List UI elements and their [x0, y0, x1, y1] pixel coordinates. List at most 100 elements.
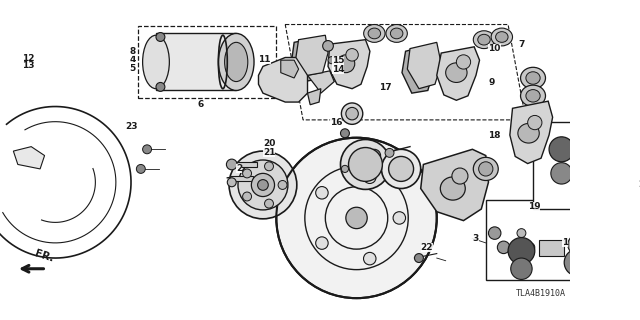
- Text: 4: 4: [129, 55, 136, 64]
- Ellipse shape: [136, 164, 145, 173]
- Ellipse shape: [340, 140, 390, 189]
- Ellipse shape: [346, 207, 367, 228]
- Ellipse shape: [452, 168, 468, 184]
- Ellipse shape: [518, 124, 540, 143]
- Ellipse shape: [385, 148, 394, 157]
- Text: 6: 6: [197, 100, 204, 109]
- Ellipse shape: [316, 187, 328, 199]
- Ellipse shape: [526, 90, 540, 102]
- Ellipse shape: [381, 149, 420, 188]
- Ellipse shape: [388, 156, 413, 181]
- Ellipse shape: [491, 28, 513, 46]
- Ellipse shape: [337, 55, 355, 73]
- Polygon shape: [307, 89, 321, 105]
- Polygon shape: [296, 35, 328, 75]
- Text: 20: 20: [263, 140, 275, 148]
- Ellipse shape: [346, 49, 358, 61]
- Text: TLA4B1910A: TLA4B1910A: [516, 289, 566, 298]
- Ellipse shape: [243, 192, 252, 201]
- Ellipse shape: [386, 25, 407, 42]
- Ellipse shape: [243, 169, 252, 178]
- Ellipse shape: [526, 243, 535, 252]
- Text: 22: 22: [420, 243, 433, 252]
- Ellipse shape: [264, 162, 273, 171]
- Ellipse shape: [364, 171, 376, 183]
- Ellipse shape: [497, 241, 510, 253]
- Bar: [138, 26, 276, 98]
- Ellipse shape: [564, 249, 591, 276]
- Polygon shape: [402, 45, 434, 93]
- Polygon shape: [510, 101, 552, 164]
- Ellipse shape: [341, 165, 349, 172]
- Polygon shape: [259, 58, 307, 102]
- Polygon shape: [407, 42, 441, 89]
- Ellipse shape: [323, 41, 333, 51]
- Polygon shape: [291, 38, 319, 83]
- Ellipse shape: [526, 72, 540, 84]
- Ellipse shape: [456, 55, 470, 69]
- Ellipse shape: [238, 160, 288, 210]
- Ellipse shape: [517, 228, 526, 237]
- Text: 17: 17: [379, 83, 392, 92]
- Ellipse shape: [390, 28, 403, 39]
- Ellipse shape: [474, 31, 495, 49]
- Ellipse shape: [551, 163, 572, 184]
- Text: 9: 9: [488, 78, 495, 87]
- Ellipse shape: [568, 235, 588, 254]
- Bar: [486, 200, 615, 280]
- Ellipse shape: [488, 227, 501, 239]
- Ellipse shape: [349, 148, 382, 181]
- Ellipse shape: [227, 159, 237, 170]
- Ellipse shape: [368, 149, 381, 162]
- Text: 18: 18: [488, 131, 501, 140]
- Text: 1: 1: [561, 237, 568, 246]
- Bar: [577, 136, 597, 149]
- Text: 15: 15: [332, 56, 344, 65]
- Ellipse shape: [225, 42, 248, 82]
- Ellipse shape: [156, 33, 165, 42]
- Ellipse shape: [252, 173, 275, 196]
- Ellipse shape: [440, 177, 465, 200]
- Ellipse shape: [218, 33, 254, 91]
- Ellipse shape: [227, 178, 236, 187]
- Ellipse shape: [276, 138, 436, 298]
- Text: 10: 10: [488, 44, 501, 53]
- Text: 7: 7: [519, 40, 525, 49]
- Text: 11: 11: [259, 55, 271, 64]
- Bar: [156, 33, 236, 91]
- Ellipse shape: [520, 67, 545, 89]
- Ellipse shape: [278, 180, 287, 189]
- Text: 16: 16: [330, 118, 342, 127]
- Text: 21: 21: [263, 148, 275, 157]
- Ellipse shape: [511, 258, 532, 279]
- Ellipse shape: [591, 163, 612, 184]
- Text: 19: 19: [527, 202, 540, 211]
- Bar: [533, 122, 638, 209]
- Ellipse shape: [143, 145, 152, 154]
- Ellipse shape: [316, 237, 328, 249]
- Ellipse shape: [549, 137, 574, 162]
- Ellipse shape: [474, 157, 499, 180]
- Ellipse shape: [341, 103, 363, 124]
- Ellipse shape: [229, 151, 297, 219]
- Ellipse shape: [143, 35, 170, 89]
- Ellipse shape: [364, 252, 376, 265]
- Polygon shape: [328, 40, 370, 89]
- Ellipse shape: [527, 116, 542, 130]
- Ellipse shape: [479, 162, 493, 176]
- Text: 23: 23: [125, 122, 138, 131]
- Text: 8: 8: [129, 47, 136, 56]
- Ellipse shape: [368, 28, 381, 39]
- Text: 3: 3: [472, 234, 479, 243]
- Ellipse shape: [520, 85, 545, 107]
- Bar: [230, 176, 253, 180]
- Ellipse shape: [508, 237, 535, 264]
- Ellipse shape: [415, 253, 424, 262]
- Text: 5: 5: [129, 64, 136, 73]
- Ellipse shape: [340, 129, 349, 138]
- Ellipse shape: [264, 199, 273, 208]
- Ellipse shape: [346, 108, 358, 120]
- Bar: [232, 162, 257, 167]
- Polygon shape: [307, 71, 334, 93]
- Polygon shape: [13, 147, 45, 169]
